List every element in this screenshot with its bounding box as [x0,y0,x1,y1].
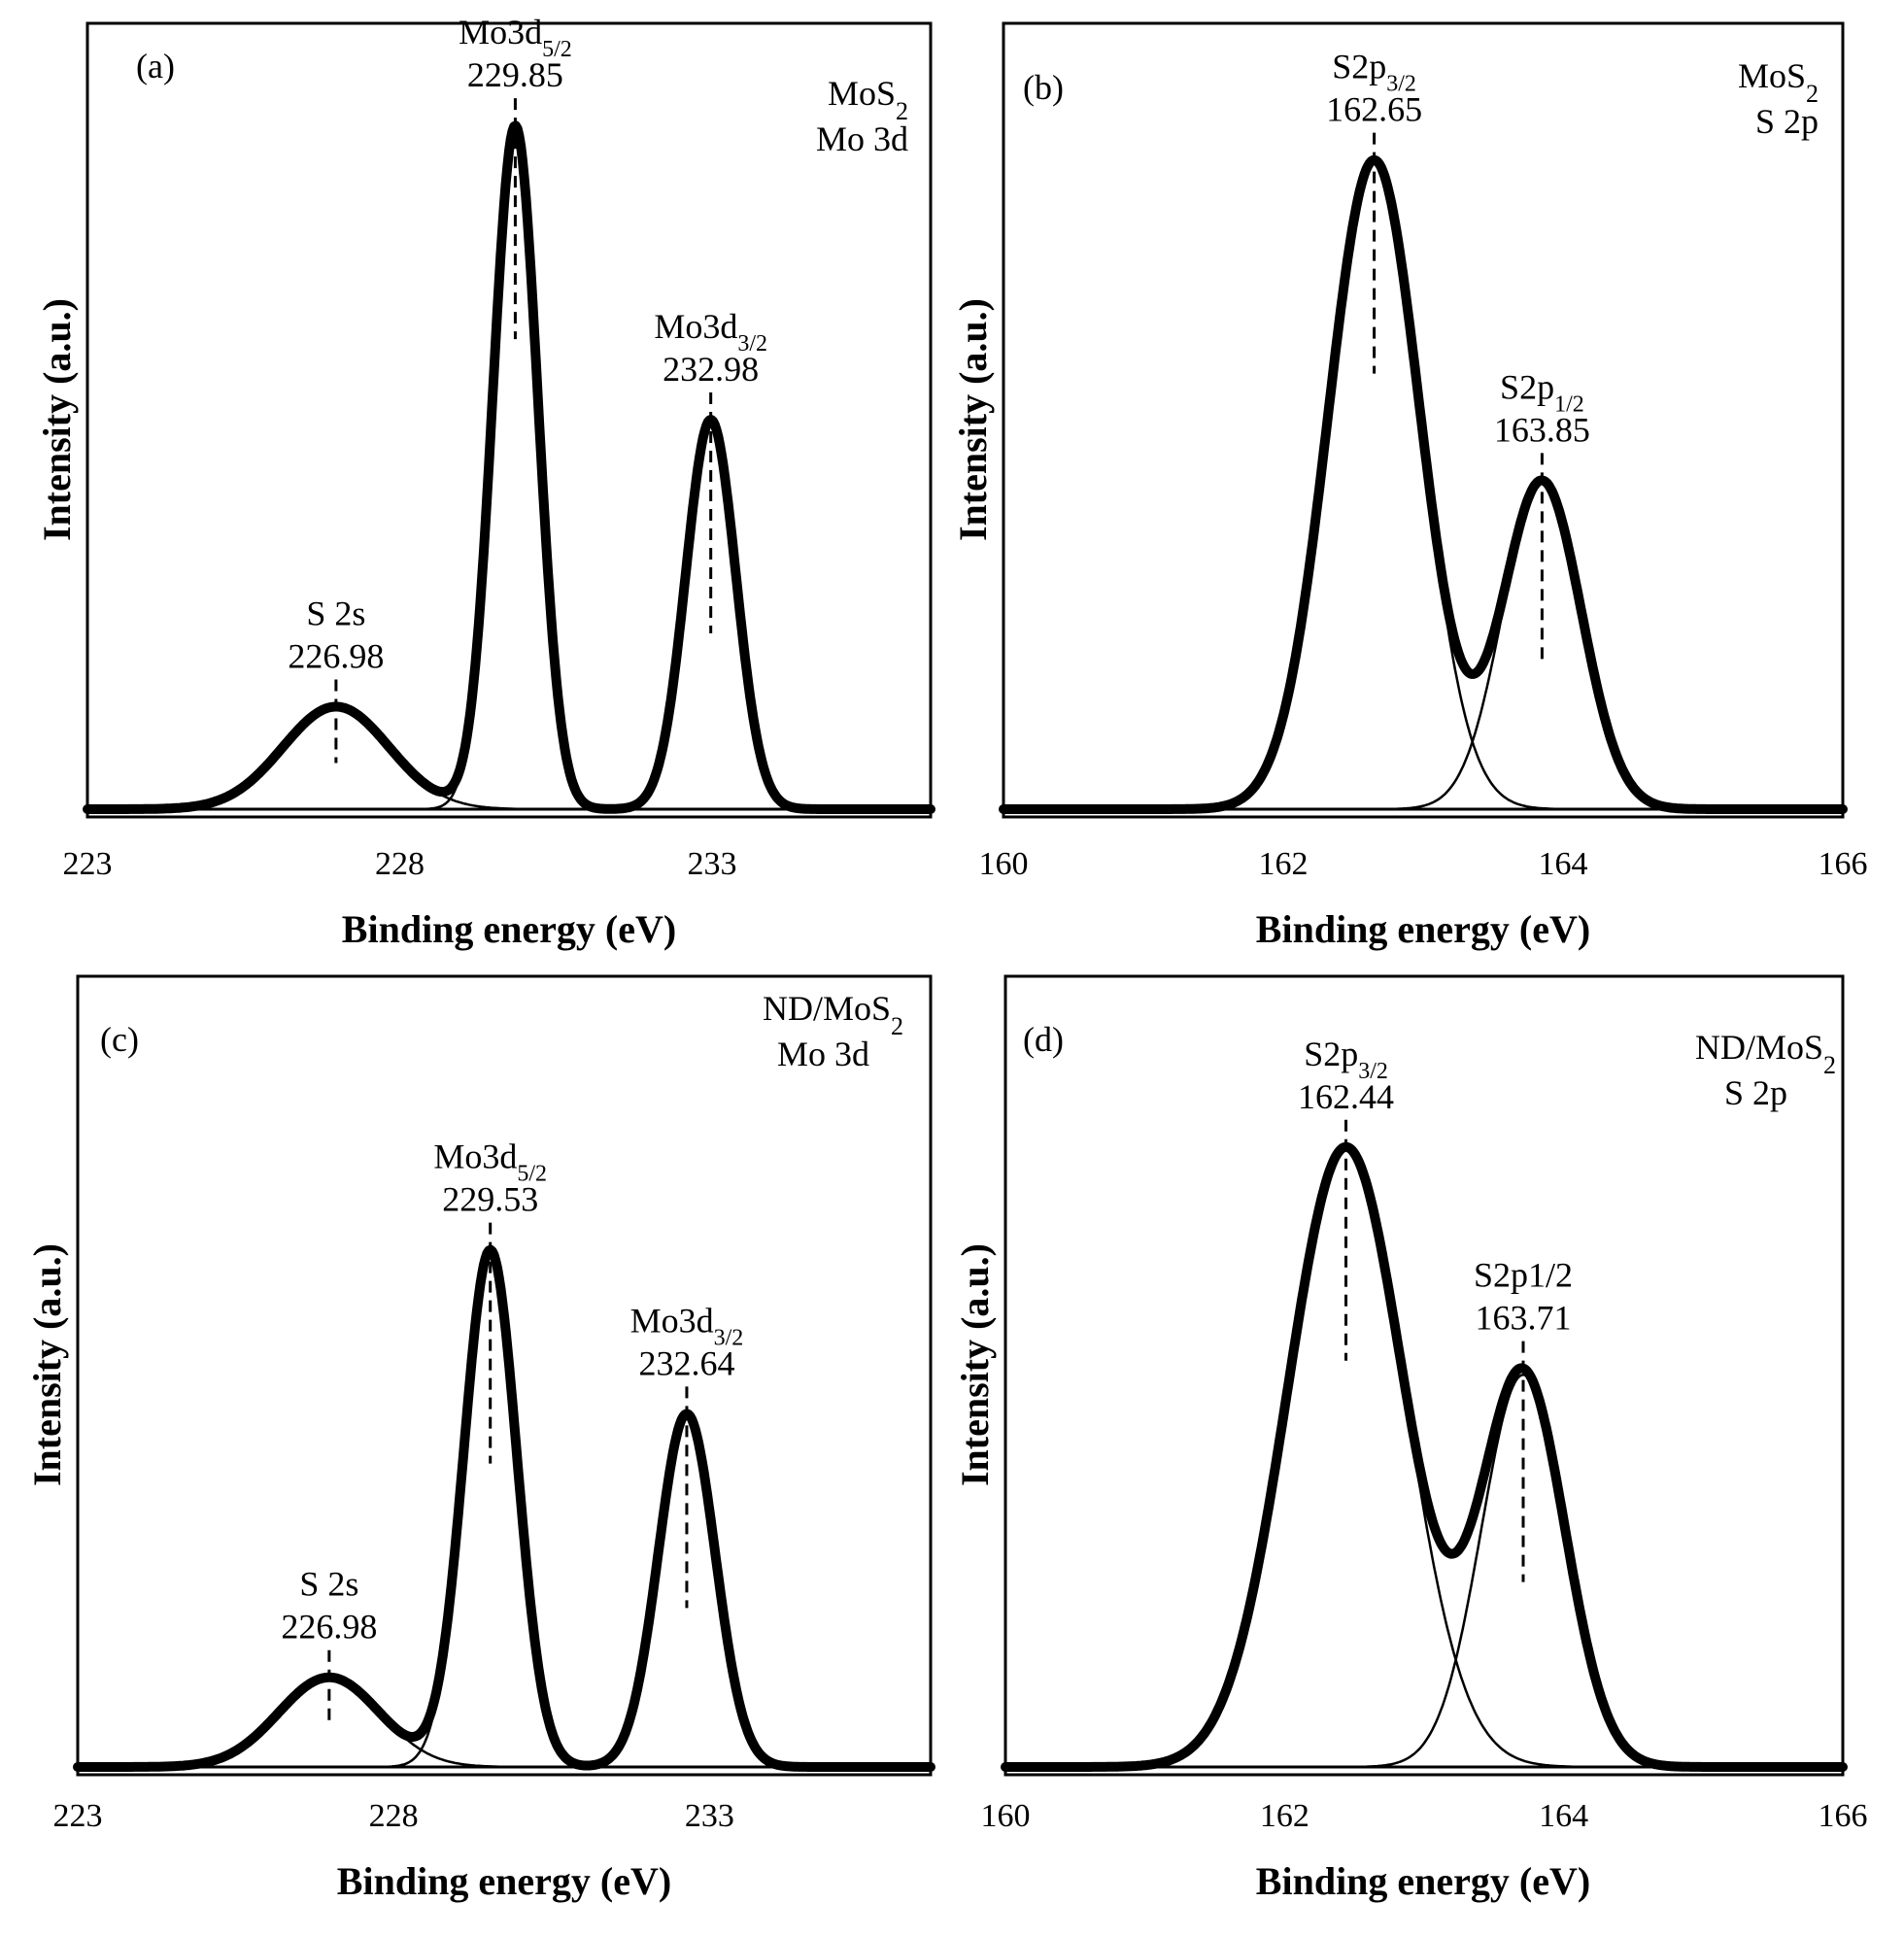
panel-a-label: (a) [136,47,175,85]
panel-c-label: (c) [100,1020,139,1059]
panel-a-component-s2s [87,705,931,811]
panel-c: Intensity (a.u.) Binding energy (eV) (c)… [25,974,935,1903]
panel-d-xtick-label: 164 [1539,1798,1588,1834]
panel-c-peak-name: Mo3d5/2 [433,1138,547,1187]
panel-b-component-s2p12 [1003,480,1843,811]
panel-c-xlabel: Binding energy (eV) [337,1859,671,1903]
panel-a-peak-name: Mo3d3/2 [654,307,767,357]
panel-a-component-mo3d52 [87,124,931,811]
panel-c-peak-name: Mo3d3/2 [630,1301,744,1350]
panel-b-info-region: S 2p [1755,102,1819,141]
panel-b-label: (b) [1023,68,1064,107]
panel-d-peak-name: S2p3/2 [1304,1035,1388,1084]
panel-c-component-s2s [78,1676,931,1769]
panel-d-envelope-curve [1001,1141,1848,1772]
panel-c-peak-name: S 2s [299,1565,358,1604]
panel-a-info-region: Mo 3d [816,119,908,158]
panel-d-xtick-label: 162 [1260,1798,1309,1834]
panel-a-peak-name: Mo3d5/2 [459,13,572,62]
panel-d-info-region: S 2p [1724,1073,1787,1112]
panel-c-info-region: Mo 3d [777,1035,869,1073]
panel-d-component-s2p12 [1005,1374,1843,1769]
panel-a-ylabel: Intensity (a.u.) [35,298,79,541]
panel-c-xtick-label: 228 [369,1798,419,1834]
panel-c-envelope-curve [73,1244,935,1772]
panel-b-envelope-curve [999,154,1848,814]
panel-a-peak-value: 226.98 [288,636,384,675]
panel-a-xlabel: Binding energy (eV) [342,907,676,951]
panel-c-info-compound: ND/MoS2 [763,989,903,1040]
panel-d-ylabel: Intensity (a.u.) [953,1243,997,1486]
panel-d-label: (d) [1023,1020,1064,1059]
panel-d-xlabel: Binding energy (eV) [1256,1859,1590,1903]
panel-d-peak-name: S2p1/2 [1474,1256,1573,1295]
panel-d-peak-value: 163.71 [1476,1299,1572,1338]
panel-c-peak-value: 226.98 [281,1608,377,1647]
panel-c-peak-value: 229.53 [442,1180,538,1219]
panel-d-info-compound: ND/MoS2 [1695,1028,1836,1079]
panel-b-peak-value: 163.85 [1494,410,1590,449]
panel-c-frame [76,974,933,1777]
panel-c-xtick-label: 223 [53,1798,103,1834]
panel-a-peak-value: 229.85 [467,55,563,94]
panel-a-peak-name: S 2s [306,594,365,632]
panel-b-peak-name: S2p1/2 [1500,367,1584,417]
panel-a-peak-value: 232.98 [663,350,759,389]
panel-b-ylabel: Intensity (a.u.) [951,298,995,541]
panel-b-peak-value: 162.65 [1326,90,1422,129]
panel-b-component-s2p32 [1003,158,1843,811]
panel-b-xlabel: Binding energy (eV) [1256,907,1590,951]
panel-d-peak-value: 162.44 [1298,1077,1394,1116]
panel-d-frame [1003,974,1845,1777]
panel-b-xtick-label: 164 [1539,846,1588,882]
panel-a-frame [85,21,933,819]
panel-a-xtick-label: 223 [63,846,113,882]
panel-d-component-s2p32 [1005,1145,1843,1769]
panel-a-component-mo3d32 [87,418,931,811]
panel-a-xtick-label: 233 [687,846,736,882]
panel-a-envelope-curve [83,120,935,814]
panel-b-xtick-label: 162 [1259,846,1309,882]
panel-a-info-compound: MoS2 [828,74,908,125]
panel-c-peak-value: 232.64 [638,1343,734,1382]
panel-c-ylabel: Intensity (a.u.) [25,1243,69,1486]
panel-c-component-mo3d32 [78,1412,931,1769]
panel-d-xtick-label: 160 [981,1798,1031,1834]
panel-b-peak-name: S2p3/2 [1332,48,1416,97]
panel-b-xtick-label: 166 [1819,846,1868,882]
panel-b-info-compound: MoS2 [1738,56,1819,108]
panel-a: Intensity (a.u.) Binding energy (eV) (a)… [35,13,935,951]
panel-b-xtick-label: 160 [979,846,1029,882]
panel-d-xtick-label: 166 [1819,1798,1868,1834]
panel-d: Intensity (a.u.) Binding energy (eV) (d)… [953,974,1868,1903]
panel-b-frame [1002,21,1845,819]
panel-c-xtick-label: 233 [685,1798,734,1834]
panel-a-xtick-label: 228 [375,846,425,882]
panel-b: Intensity (a.u.) Binding energy (eV) (b)… [951,21,1868,951]
